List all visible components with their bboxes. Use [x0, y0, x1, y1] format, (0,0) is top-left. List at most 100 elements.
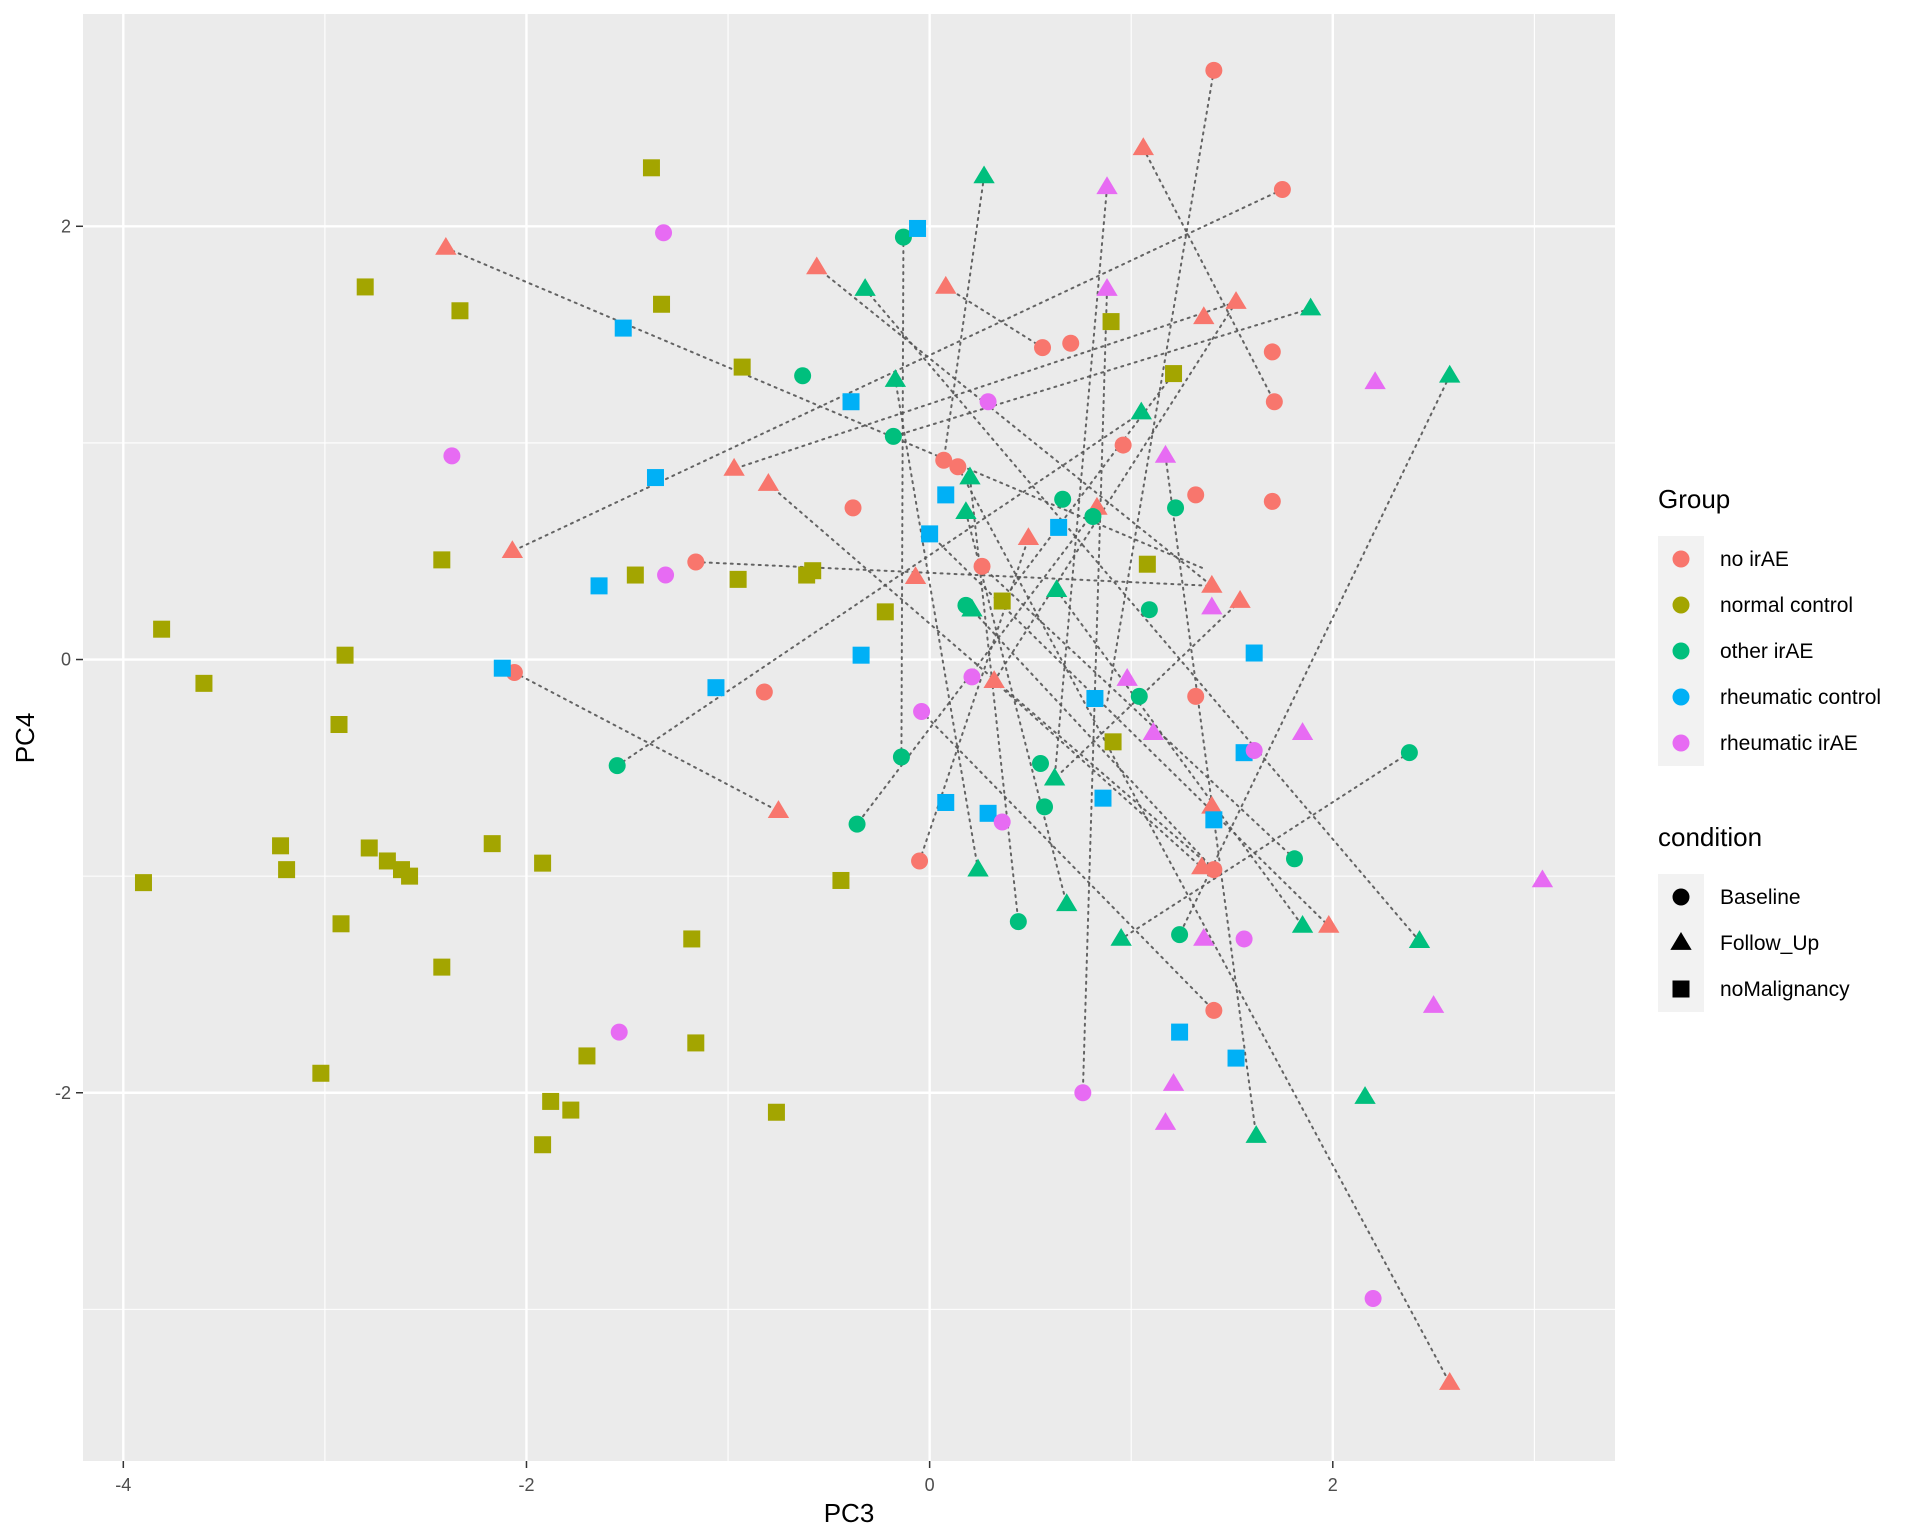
data-point [483, 835, 501, 853]
data-point [433, 958, 451, 976]
data-point [1235, 930, 1253, 948]
data-point [921, 525, 939, 543]
data-point [356, 278, 374, 296]
data-point [493, 659, 511, 677]
paired-line [944, 285, 1044, 349]
data-point [1102, 313, 1120, 331]
data-point [626, 566, 644, 584]
data-point [1205, 61, 1223, 79]
data-point [1084, 508, 1102, 526]
x-tick-label: 0 [925, 1475, 935, 1495]
paired-line [1142, 147, 1276, 403]
y-tick-label: -2 [55, 1083, 71, 1103]
data-point [904, 566, 927, 585]
paired-line [856, 506, 1098, 826]
data-point [854, 278, 876, 296]
data-point [1096, 176, 1118, 195]
data-point [937, 486, 955, 504]
data-point [1017, 527, 1040, 546]
data-point [443, 447, 461, 465]
legend-item-label: rheumatic control [1720, 686, 1881, 709]
data-point [653, 295, 671, 313]
data-point [757, 473, 780, 491]
data-point [1054, 490, 1072, 508]
legend-key-symbol [1672, 734, 1690, 752]
data-point [963, 668, 981, 686]
data-point [1086, 690, 1104, 708]
legend-item-label: noMalignancy [1720, 978, 1850, 1001]
data-point [707, 679, 725, 697]
data-point [608, 757, 626, 775]
data-point [1171, 1023, 1189, 1041]
data-point [1050, 518, 1068, 536]
paired-line [970, 608, 1215, 871]
data-point [1032, 754, 1049, 772]
data-point [894, 228, 912, 246]
x-axis-title: PC3 [824, 1498, 875, 1528]
data-point [949, 458, 967, 476]
data-point [1171, 926, 1189, 944]
data-point [1201, 574, 1223, 593]
paired-line [1081, 288, 1109, 1094]
data-point [1263, 343, 1281, 361]
data-point [1056, 893, 1078, 912]
data-point [1273, 180, 1291, 198]
data-point [1138, 555, 1156, 573]
data-point [1299, 297, 1322, 316]
paired-line [993, 301, 1238, 683]
paired-line [1106, 69, 1215, 704]
data-point [1318, 914, 1340, 933]
y-axis-title: PC4 [10, 713, 40, 764]
data-point [1096, 278, 1118, 296]
data-point [973, 165, 995, 184]
data-point [657, 566, 675, 584]
paired-line [513, 671, 780, 813]
paired-line [942, 175, 986, 462]
paired-line [900, 236, 905, 758]
data-point [1045, 579, 1068, 598]
data-point [832, 871, 850, 889]
data-point [134, 874, 152, 892]
data-point [153, 620, 171, 638]
data-point [1265, 393, 1283, 411]
data-point [993, 592, 1011, 610]
data-point [1291, 914, 1314, 933]
data-point [1245, 644, 1263, 662]
data-point [1245, 741, 1263, 759]
data-point [729, 570, 747, 588]
paired-line [981, 565, 1296, 860]
data-point [1205, 1001, 1223, 1019]
data-point [1193, 306, 1215, 325]
data-point [1043, 767, 1066, 786]
data-point [655, 224, 673, 242]
data-point [961, 598, 983, 617]
data-point [1291, 722, 1314, 740]
data-point [1116, 668, 1138, 686]
paired-line [1178, 374, 1451, 936]
data-point [1531, 869, 1554, 888]
legend-key-symbol [1672, 888, 1690, 906]
paired-line [920, 710, 1215, 1012]
data-point [848, 815, 866, 833]
data-point [378, 852, 396, 870]
data-point [955, 501, 977, 520]
data-point [401, 867, 419, 885]
paired-line [1164, 454, 1258, 1138]
legend-item-label: other irAE [1720, 640, 1813, 663]
data-point [1094, 789, 1112, 807]
data-point [1263, 492, 1281, 510]
data-point [842, 393, 860, 411]
data-point [967, 858, 989, 877]
paired-line [956, 465, 1451, 1385]
data-point [806, 256, 828, 275]
data-point [687, 1034, 705, 1052]
paired-line [964, 511, 1068, 906]
data-point [1142, 722, 1165, 740]
y-tick-label: 0 [61, 650, 71, 670]
data-point [755, 683, 773, 701]
data-point [1187, 486, 1205, 504]
paired-line [1053, 600, 1242, 780]
data-point [1162, 1073, 1185, 1091]
legend-item-label: normal control [1720, 594, 1853, 617]
data-point [195, 674, 213, 692]
